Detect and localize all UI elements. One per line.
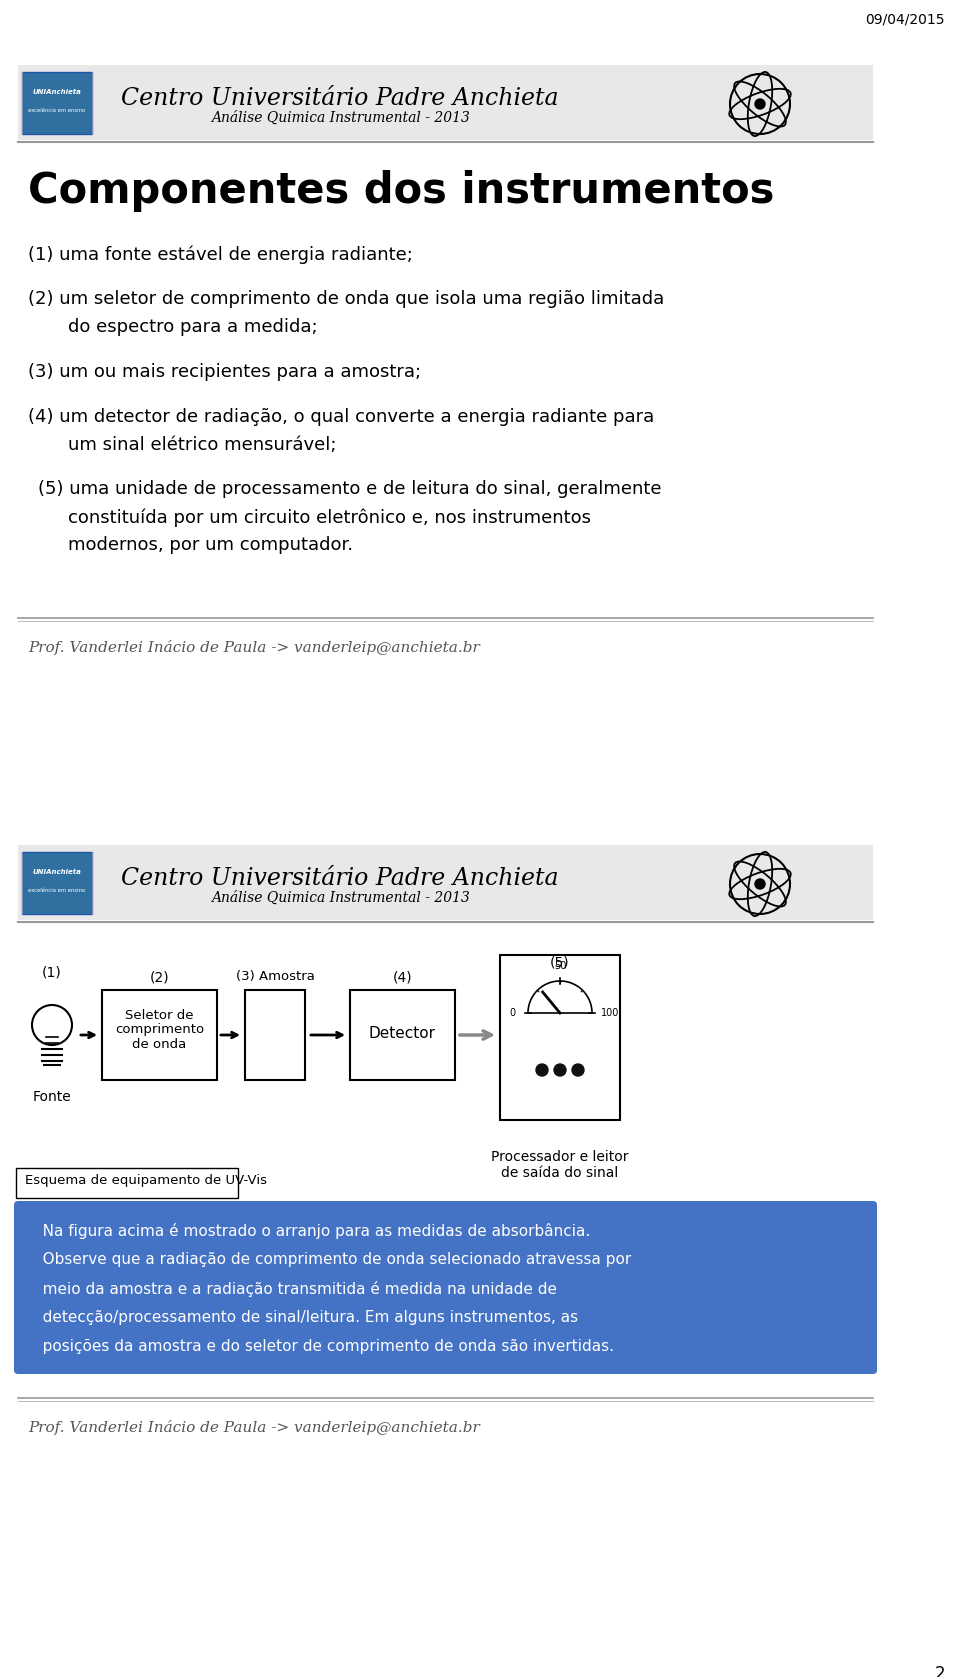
Text: Processador e leitor
de saída do sinal: Processador e leitor de saída do sinal <box>492 1150 629 1181</box>
Text: (5) uma unidade de processamento e de leitura do sinal, geralmente: (5) uma unidade de processamento e de le… <box>38 480 661 498</box>
Text: 100: 100 <box>601 1008 619 1018</box>
Text: um sinal elétrico mensurável;: um sinal elétrico mensurável; <box>68 436 337 454</box>
Text: (2): (2) <box>150 969 169 984</box>
Text: Esquema de equipamento de UV-Vis: Esquema de equipamento de UV-Vis <box>25 1174 267 1187</box>
Text: (2) um seletor de comprimento de onda que isola uma região limitada: (2) um seletor de comprimento de onda qu… <box>28 290 664 309</box>
Text: Centro Universitário Padre Anchieta: Centro Universitário Padre Anchieta <box>121 867 559 889</box>
Text: Na figura acima é mostrado o arranjo para as medidas de absorbância.: Na figura acima é mostrado o arranjo par… <box>28 1223 590 1239</box>
Text: (1): (1) <box>42 964 61 979</box>
Text: (4): (4) <box>393 969 412 984</box>
Circle shape <box>755 879 765 889</box>
Text: 09/04/2015: 09/04/2015 <box>866 12 945 27</box>
Text: Fonte: Fonte <box>33 1090 71 1103</box>
Text: (3) Amostra: (3) Amostra <box>235 969 315 983</box>
Text: modernos, por um computador.: modernos, por um computador. <box>68 537 353 553</box>
Bar <box>245 989 305 1080</box>
FancyBboxPatch shape <box>14 1201 877 1373</box>
Text: (1) uma fonte estável de energia radiante;: (1) uma fonte estável de energia radiant… <box>28 245 413 263</box>
Text: Análise Quimica Instrumental - 2013: Análise Quimica Instrumental - 2013 <box>210 111 469 126</box>
Text: 2: 2 <box>934 1665 945 1677</box>
Text: meio da amostra e a radiação transmitida é medida na unidade de: meio da amostra e a radiação transmitida… <box>28 1281 557 1296</box>
Bar <box>500 954 620 1120</box>
Text: Análise Quimica Instrumental - 2013: Análise Quimica Instrumental - 2013 <box>210 890 469 906</box>
Text: do espectro para a medida;: do espectro para a medida; <box>68 319 318 335</box>
Text: (4) um detector de radiação, o qual converte a energia radiante para: (4) um detector de radiação, o qual conv… <box>28 408 655 426</box>
Text: Seletor de
comprimento
de onda: Seletor de comprimento de onda <box>115 1008 204 1051</box>
FancyBboxPatch shape <box>22 72 92 134</box>
Text: Prof. Vanderlei Inácio de Paula -> vanderleip@anchieta.br: Prof. Vanderlei Inácio de Paula -> vande… <box>28 641 480 656</box>
Text: Detector: Detector <box>369 1026 436 1040</box>
Text: detecção/processamento de sinal/leitura. Em alguns instrumentos, as: detecção/processamento de sinal/leitura.… <box>28 1310 578 1325</box>
Circle shape <box>536 1063 548 1077</box>
Bar <box>102 989 217 1080</box>
Bar <box>350 989 455 1080</box>
Circle shape <box>572 1063 584 1077</box>
Text: posições da amostra e do seletor de comprimento de onda são invertidas.: posições da amostra e do seletor de comp… <box>28 1338 614 1353</box>
Text: UNIAnchieta: UNIAnchieta <box>33 869 82 875</box>
Text: 0: 0 <box>509 1008 516 1018</box>
Text: excelência em ensino: excelência em ensino <box>29 107 85 112</box>
Circle shape <box>755 99 765 109</box>
FancyBboxPatch shape <box>16 1167 238 1197</box>
Text: (3) um ou mais recipientes para a amostra;: (3) um ou mais recipientes para a amostr… <box>28 362 421 381</box>
Text: 50: 50 <box>554 961 566 971</box>
Text: Prof. Vanderlei Inácio de Paula -> vanderleip@anchieta.br: Prof. Vanderlei Inácio de Paula -> vande… <box>28 1420 480 1436</box>
Bar <box>18 845 873 921</box>
Text: constituída por um circuito eletrônico e, nos instrumentos: constituída por um circuito eletrônico e… <box>68 508 591 527</box>
FancyBboxPatch shape <box>22 852 92 914</box>
Circle shape <box>554 1063 566 1077</box>
Text: excelência em ensino: excelência em ensino <box>29 887 85 892</box>
Text: Observe que a radiação de comprimento de onda selecionado atravessa por: Observe que a radiação de comprimento de… <box>28 1253 632 1268</box>
Text: (5): (5) <box>550 954 570 969</box>
Text: Componentes dos instrumentos: Componentes dos instrumentos <box>28 169 775 211</box>
Bar <box>18 65 873 139</box>
Text: Centro Universitário Padre Anchieta: Centro Universitário Padre Anchieta <box>121 87 559 109</box>
Text: UNIAnchieta: UNIAnchieta <box>33 89 82 96</box>
